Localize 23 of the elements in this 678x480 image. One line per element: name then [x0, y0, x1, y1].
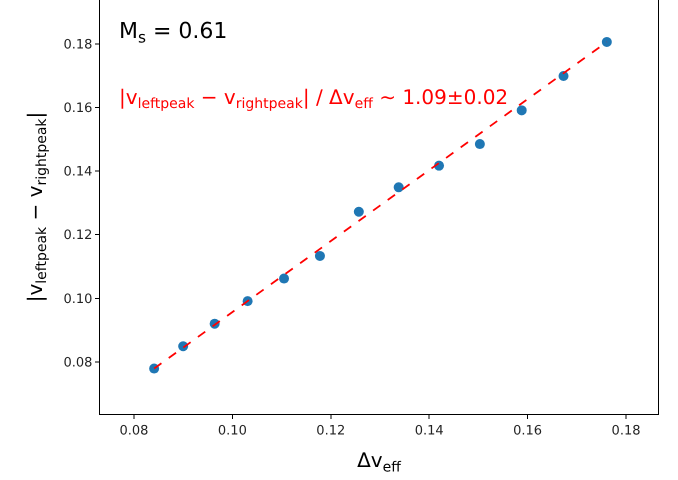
point [354, 206, 364, 217]
x-tick-label: 0.14 [414, 424, 444, 439]
y-tick-label: 0.08 [63, 355, 92, 370]
point [602, 36, 612, 47]
y-tick-label: 0.16 [63, 101, 92, 116]
point [474, 139, 485, 150]
x-tick-label: 0.08 [119, 424, 148, 439]
point [394, 182, 404, 192]
point [516, 105, 527, 116]
annotation: |v$_{leftpeak}$ − v$_{rightpeak}$| / Δv$_{eff}$ ~ 1.09±0.02 [119, 85, 508, 112]
point [558, 71, 569, 81]
y-tick-label: 0.18 [63, 37, 92, 52]
x-tick-label: 0.16 [513, 424, 542, 439]
y-tick-label: 0.10 [63, 292, 92, 307]
point [279, 274, 290, 284]
x-tick-label: 0.12 [316, 424, 346, 439]
x-tick-label: 0.10 [218, 424, 247, 439]
y-tick-label: 0.12 [63, 228, 92, 244]
annotation: M$_{s}$ = 0.61 [119, 19, 228, 47]
y-tick-label: 0.14 [63, 164, 92, 180]
point [314, 250, 325, 261]
x-axis-title: Δv$_{eff}$ [357, 448, 402, 476]
x-tick-label: 0.18 [612, 424, 640, 439]
